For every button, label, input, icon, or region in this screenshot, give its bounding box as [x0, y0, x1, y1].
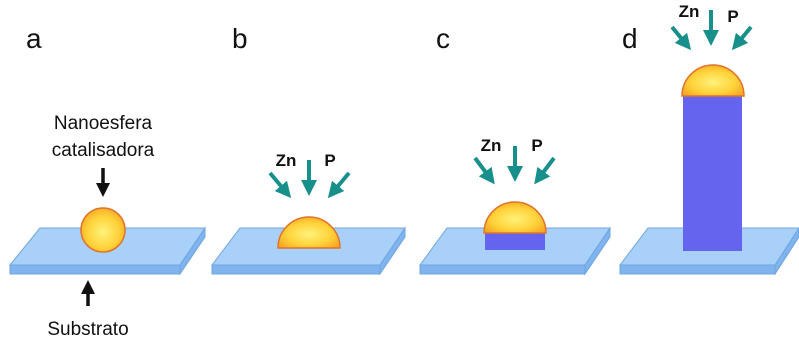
nanosphere	[81, 208, 125, 252]
panel-b: Zn P	[212, 151, 405, 274]
arrow	[672, 27, 686, 44]
reactant: Zn	[679, 2, 700, 21]
substrate-edge	[212, 265, 380, 274]
panel-label: d	[622, 23, 638, 54]
annotation: Substrato	[47, 319, 128, 340]
reactant: P	[531, 136, 542, 155]
reactant: P	[727, 7, 738, 26]
reactant: P	[324, 151, 335, 170]
arrow	[333, 173, 349, 192]
arrow	[539, 158, 554, 178]
arrow	[737, 27, 751, 44]
reactant: Zn	[276, 151, 297, 170]
nanowire	[683, 96, 742, 251]
annotation: Nanoesfera	[54, 113, 153, 134]
nanosphere	[682, 65, 744, 96]
substrate-edge	[10, 265, 180, 274]
panel-d: Zn P	[620, 2, 799, 274]
panel-c: Zn P	[420, 136, 610, 274]
substrate-edge	[620, 265, 775, 274]
reactant: Zn	[481, 136, 502, 155]
nanowire	[485, 233, 545, 250]
panel-a: Nanoesfera catalisadora Substrato	[10, 113, 205, 340]
panel-label: b	[232, 23, 248, 54]
nanosphere	[278, 217, 340, 248]
annotation: catalisadora	[52, 140, 155, 161]
diagram: a b c d Nanoesfera catalisadora Substrat…	[0, 0, 799, 343]
arrow	[475, 158, 490, 178]
nanosphere	[484, 202, 546, 233]
arrow	[270, 173, 286, 192]
panel-label: c	[436, 23, 450, 54]
substrate-edge	[420, 265, 585, 274]
panel-label: a	[26, 23, 42, 54]
